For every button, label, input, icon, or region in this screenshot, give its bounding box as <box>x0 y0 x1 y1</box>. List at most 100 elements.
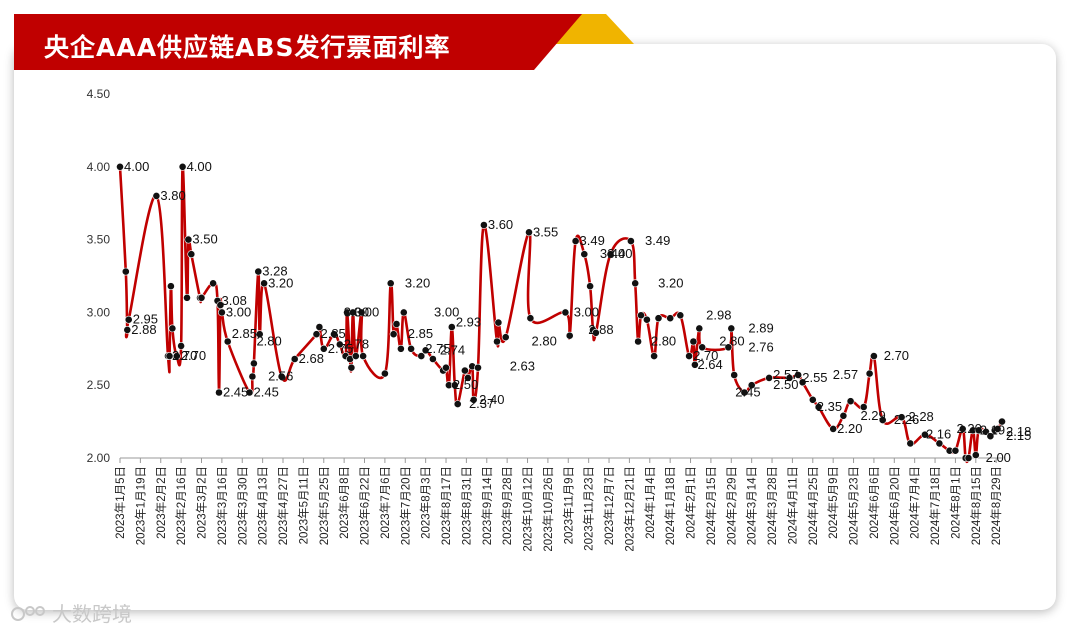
data-label: 3.20 <box>405 275 430 290</box>
data-point <box>389 330 398 339</box>
x-tick-label: 2023年8月3日 <box>419 466 433 539</box>
x-tick-label: 2023年10月26日 <box>541 466 555 552</box>
data-point <box>808 395 817 404</box>
data-point <box>178 162 187 171</box>
data-label: 3.50 <box>192 232 217 247</box>
data-point <box>870 352 878 360</box>
data-label: 2.50 <box>453 377 478 392</box>
y-tick-label: 2.00 <box>87 451 111 465</box>
data-label: 2.20 <box>957 421 982 436</box>
data-point <box>417 352 426 360</box>
data-label: 3.28 <box>262 264 287 279</box>
data-point <box>319 344 328 353</box>
data-label: 3.00 <box>344 304 369 319</box>
x-tick-label: 2024年4月11日 <box>785 466 799 544</box>
x-tick-label: 2023年10月12日 <box>521 466 535 552</box>
data-label: 2.45 <box>254 384 279 399</box>
x-tick-label: 2023年2月2日 <box>154 466 168 539</box>
data-point <box>798 378 807 387</box>
x-tick-label: 2023年3月2日 <box>195 466 209 539</box>
data-label: 2.70 <box>693 348 718 363</box>
data-point <box>998 417 1006 426</box>
data-point <box>215 388 223 397</box>
x-tick-label: 2024年1月4日 <box>643 466 657 539</box>
data-point <box>116 162 124 171</box>
chart-title: 央企AAA供应链ABS发行票面利率 <box>44 33 451 62</box>
data-label: 2.16 <box>926 427 951 442</box>
x-tick-label: 2023年4月13日 <box>256 466 270 545</box>
data-point <box>386 279 395 288</box>
data-label: 2.18 <box>1006 424 1031 439</box>
data-point <box>312 330 321 339</box>
data-point <box>494 318 503 327</box>
data-point <box>217 308 226 317</box>
x-tick-label: 2024年2月29日 <box>724 466 738 545</box>
data-label: 2.76 <box>748 339 773 354</box>
x-tick-label: 2024年7月4日 <box>908 466 922 539</box>
x-tick-label: 2023年3月30日 <box>235 466 249 545</box>
title-banner <box>14 14 634 70</box>
data-label: 2.70 <box>181 348 206 363</box>
x-tick-label: 2023年9月14日 <box>480 466 494 545</box>
data-point <box>121 267 130 276</box>
x-tick-label: 2024年8月29日 <box>989 466 1003 545</box>
data-label: 3.40 <box>600 246 625 261</box>
data-point <box>290 355 299 363</box>
x-tick-label: 2023年8月17日 <box>439 466 453 545</box>
data-point <box>260 279 268 288</box>
data-point <box>392 320 401 328</box>
x-tick-label: 2023年12月21日 <box>622 466 636 552</box>
y-tick-label: 3.50 <box>87 233 111 247</box>
data-point <box>152 191 161 200</box>
data-point <box>695 324 704 333</box>
data-point <box>631 279 640 288</box>
data-point <box>859 403 868 411</box>
data-label: 2.85 <box>232 326 257 341</box>
watermark-text: 大数跨境 <box>52 602 132 626</box>
x-tick-label: 2023年11月23日 <box>582 466 596 551</box>
data-label: 3.49 <box>645 233 670 248</box>
data-label: 2.29 <box>860 408 885 423</box>
data-label: 3.40 <box>607 246 632 261</box>
x-tick-label: 2024年7月18日 <box>928 466 942 545</box>
data-point <box>124 315 133 324</box>
data-point <box>450 381 459 390</box>
data-point <box>168 324 177 333</box>
x-tick-label: 2024年4月25日 <box>806 466 820 545</box>
data-point <box>442 363 450 372</box>
data-label: 2.80 <box>256 334 281 349</box>
x-tick-label: 2023年12月7日 <box>602 466 616 545</box>
data-point <box>526 314 535 323</box>
data-point <box>829 424 838 433</box>
data-point <box>357 308 366 317</box>
data-label: 2.26 <box>894 412 919 427</box>
data-label: 3.80 <box>160 188 185 203</box>
data-label: 2.89 <box>748 320 773 335</box>
data-point <box>691 360 699 369</box>
data-point <box>172 352 181 360</box>
data-point <box>685 352 693 360</box>
data-point <box>958 424 967 433</box>
data-label: 2.85 <box>408 326 433 341</box>
data-label: 2.88 <box>131 322 156 337</box>
data-point <box>580 250 589 259</box>
data-point <box>479 221 488 229</box>
data-label: 2.88 <box>588 322 613 337</box>
data-label: 2.57 <box>773 367 798 382</box>
x-tick-label: 2024年5月9日 <box>826 466 840 539</box>
data-point <box>846 397 855 406</box>
chart-card <box>14 44 1056 610</box>
title-banner-red <box>14 14 582 70</box>
x-tick-label: 2023年6月22日 <box>358 466 372 545</box>
data-point <box>897 413 906 422</box>
data-point <box>216 301 225 309</box>
data-label: 2.74 <box>440 342 465 357</box>
data-label: 2.50 <box>773 377 798 392</box>
data-point <box>359 352 367 360</box>
x-tick-label: 2023年8月31日 <box>459 466 473 545</box>
data-label: 3.00 <box>354 304 379 319</box>
data-point <box>765 373 773 382</box>
x-tick-label: 2023年3月16日 <box>215 466 229 545</box>
data-point <box>348 308 357 317</box>
data-point <box>986 432 995 441</box>
